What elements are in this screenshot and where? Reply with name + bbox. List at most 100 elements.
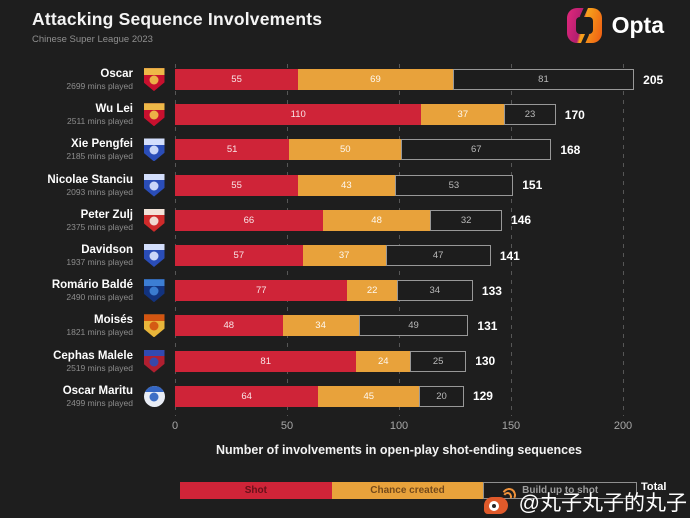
total-value: 131 — [477, 318, 498, 333]
player-minutes: 2499 mins played — [66, 397, 133, 408]
player-label: Xie Pengfei 2185 mins played — [0, 138, 133, 161]
team-crest-icon — [143, 385, 165, 407]
bar-segment-shot: 77 — [175, 280, 348, 302]
stacked-bar: 66 48 32 146 — [175, 209, 532, 231]
total-value: 141 — [499, 248, 520, 263]
x-tick-label: 50 — [280, 420, 294, 432]
bar-segment-chance-created: 43 — [298, 174, 395, 196]
player-minutes: 2511 mins played — [67, 116, 133, 127]
opta-logo-icon — [566, 5, 602, 46]
player-row: Davidson 1937 mins played 57 37 47 141 — [0, 238, 690, 273]
total-value: 205 — [643, 72, 664, 87]
bar-segment-build-up-to-shot: 23 — [504, 104, 556, 126]
opta-logo-notch — [580, 32, 589, 46]
player-minutes: 2093 mins played — [66, 186, 133, 197]
opta-brand: Opta — [566, 5, 664, 46]
bar-segment-chance-created: 37 — [421, 104, 505, 126]
stacked-bar: 48 34 49 131 — [175, 315, 498, 337]
player-label: Davidson 1937 mins played — [0, 244, 133, 267]
x-tick-label: 100 — [389, 420, 409, 432]
x-tick-label: 200 — [613, 420, 633, 432]
legend-total-label: Total — [641, 481, 667, 493]
player-minutes: 2699 mins played — [66, 81, 133, 92]
player-name: Davidson — [81, 244, 133, 257]
bar-segment-build-up-to-shot: 53 — [394, 174, 514, 196]
team-crest-icon — [143, 138, 165, 162]
crest-column — [133, 103, 175, 127]
legend-item-chance-created: Chance created — [331, 482, 484, 499]
player-row: Moisés 1821 mins played 48 34 49 131 — [0, 308, 690, 343]
player-row: Romário Baldé 2490 mins played 77 22 34 133 — [0, 273, 690, 308]
player-label: Cephas Malele 2519 mins played — [0, 350, 133, 373]
watermark: @丸子丸子的丸子 — [483, 486, 687, 515]
crest-column — [133, 279, 175, 303]
bar-segment-shot: 81 — [175, 350, 357, 372]
stacked-bar: 57 37 47 141 — [175, 245, 520, 267]
player-label: Oscar 2699 mins played — [0, 68, 133, 91]
bar-segment-chance-created: 22 — [347, 280, 397, 302]
chart-header: Attacking Sequence Involvements Chinese … — [32, 9, 322, 45]
bar-segment-build-up-to-shot: 67 — [401, 139, 552, 161]
bar-segment-build-up-to-shot: 49 — [358, 315, 469, 337]
page-subtitle: Chinese Super League 2023 — [32, 34, 153, 45]
player-label: Nicolae Stanciu 2093 mins played — [0, 174, 133, 197]
bar-segment-shot: 48 — [175, 315, 283, 337]
stacked-bar-chart: Oscar 2699 mins played 55 69 81 205 Wu Lei 2511… — [0, 62, 690, 416]
player-minutes: 1937 mins played — [66, 257, 133, 268]
player-name: Nicolae Stanciu — [47, 173, 133, 186]
grid-line — [399, 64, 400, 416]
player-name: Oscar Maritu — [62, 384, 133, 397]
crest-column — [133, 349, 175, 373]
watermark-text: @丸子丸子的丸子 — [518, 491, 687, 515]
player-row: Cephas Malele 2519 mins played 81 24 25 130 — [0, 344, 690, 379]
player-name: Cephas Malele — [53, 349, 133, 362]
bar-segment-shot: 110 — [175, 104, 422, 126]
team-crest-icon — [143, 103, 165, 127]
player-minutes: 2490 mins played — [66, 292, 133, 303]
crest-column — [133, 173, 175, 197]
bar-segment-shot: 55 — [175, 174, 299, 196]
bar-segment-shot: 55 — [175, 69, 299, 91]
player-row: Wu Lei 2511 mins played 110 37 23 170 — [0, 97, 690, 132]
stacked-bar: 77 22 34 133 — [175, 280, 502, 302]
opta-logo-notch — [579, 5, 588, 19]
total-value: 151 — [522, 178, 543, 193]
crest-column — [133, 208, 175, 232]
player-minutes: 2375 mins played — [66, 221, 133, 232]
player-name: Wu Lei — [95, 103, 133, 116]
x-axis-label: Number of involvements in open-play shot… — [215, 443, 583, 457]
player-name: Xie Pengfei — [71, 138, 133, 151]
x-axis-ticks: 0 50 100 150 200 — [172, 420, 635, 434]
bar-segment-build-up-to-shot: 32 — [430, 209, 503, 231]
player-label: Peter Zulj 2375 mins played — [0, 209, 133, 232]
crest-column — [133, 385, 175, 407]
bar-segment-shot: 57 — [175, 245, 303, 267]
page-title: Attacking Sequence Involvements — [32, 9, 323, 29]
bar-segment-chance-created: 48 — [322, 209, 431, 231]
bar-segment-shot: 64 — [175, 385, 319, 407]
bar-segment-chance-created: 37 — [302, 245, 386, 267]
crest-column — [133, 68, 175, 92]
player-row: Oscar Maritu 2499 mins played 64 45 20 129 — [0, 379, 690, 414]
grid-line — [623, 64, 624, 416]
weibo-icon — [483, 486, 518, 515]
bar-segment-build-up-to-shot: 20 — [419, 385, 464, 407]
grid-line — [287, 64, 288, 416]
player-minutes: 2185 mins played — [66, 151, 133, 162]
bar-segment-chance-created: 24 — [356, 350, 411, 372]
player-minutes: 1821 mins played — [66, 327, 133, 338]
bar-segment-build-up-to-shot: 81 — [452, 69, 635, 91]
crest-column — [133, 244, 175, 268]
team-crest-icon — [143, 314, 165, 338]
total-value: 170 — [564, 107, 585, 122]
stacked-bar: 51 50 67 168 — [175, 139, 580, 161]
bar-segment-shot: 66 — [175, 209, 323, 231]
bar-segment-chance-created: 34 — [282, 315, 359, 337]
player-row: Peter Zulj 2375 mins played 66 48 32 146 — [0, 203, 690, 238]
player-label: Wu Lei 2511 mins played — [0, 103, 133, 126]
stacked-bar: 81 24 25 130 — [175, 350, 495, 372]
team-crest-icon — [143, 279, 165, 303]
total-value: 146 — [511, 213, 532, 228]
player-name: Romário Baldé — [51, 279, 133, 292]
total-value: 133 — [481, 283, 502, 298]
